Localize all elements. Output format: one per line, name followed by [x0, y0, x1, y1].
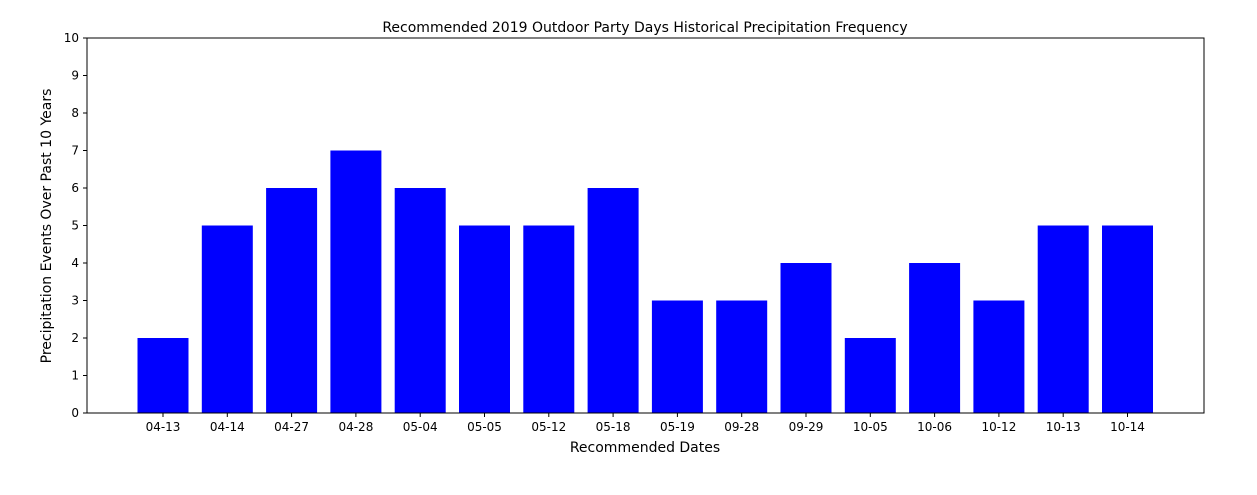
bar-04-13 — [137, 338, 189, 413]
x-tick-label: 05-04 — [403, 420, 438, 434]
y-tick-label: 6 — [71, 181, 79, 195]
y-tick-label: 10 — [64, 31, 79, 45]
bar-04-27 — [266, 188, 318, 413]
bar-09-29 — [780, 263, 832, 413]
x-tick-label: 10-13 — [1046, 420, 1081, 434]
bars-layer — [137, 150, 1153, 413]
bar-10-13 — [1037, 225, 1089, 413]
y-tick-label: 3 — [71, 294, 79, 308]
x-tick-label: 05-18 — [596, 420, 631, 434]
y-tick-label: 5 — [71, 219, 79, 233]
y-tick-label: 2 — [71, 331, 79, 345]
y-tick-label: 1 — [71, 369, 79, 383]
bar-05-04 — [394, 188, 446, 413]
x-tick-label: 09-29 — [789, 420, 824, 434]
bar-09-28 — [716, 300, 768, 413]
bar-05-19 — [651, 300, 703, 413]
plot-frame — [86, 37, 1205, 414]
x-tick-label: 09-28 — [724, 420, 759, 434]
bar-10-05 — [844, 338, 896, 413]
bar-04-14 — [201, 225, 253, 413]
x-tick-label: 04-13 — [146, 420, 181, 434]
bar-10-06 — [909, 263, 961, 413]
x-tick-label: 05-05 — [467, 420, 502, 434]
y-tick-label: 8 — [71, 106, 79, 120]
chart-title: Recommended 2019 Outdoor Party Days Hist… — [382, 20, 907, 36]
y-tick-label: 4 — [71, 256, 79, 270]
bar-05-12 — [523, 225, 575, 413]
x-axis-title: Recommended Dates — [570, 440, 720, 456]
x-tick-label: 10-06 — [917, 420, 952, 434]
bar-10-14 — [1102, 225, 1153, 413]
x-tick-label: 04-28 — [338, 420, 373, 434]
x-axis-ticks: 04-13 04-14 04-27 04-28 05-04 05-05 05-12 05-18… — [146, 413, 1145, 434]
bar-04-28 — [330, 150, 382, 413]
y-tick-label: 0 — [71, 406, 79, 420]
x-tick-label: 10-14 — [1110, 420, 1145, 434]
y-tick-label: 9 — [71, 69, 79, 83]
y-tick-label: 7 — [71, 144, 79, 158]
x-tick-label: 10-05 — [853, 420, 888, 434]
x-tick-label: 04-27 — [274, 420, 309, 434]
y-axis-title: Precipitation Events Over Past 10 Years — [39, 89, 55, 364]
bar-05-05 — [459, 225, 510, 413]
x-tick-label: 05-12 — [531, 420, 566, 434]
bar-05-18 — [587, 188, 639, 413]
y-axis-ticks: 0 1 2 3 4 5 6 7 8 9 10 — [64, 31, 87, 420]
x-tick-label: 05-19 — [660, 420, 695, 434]
x-tick-label: 04-14 — [210, 420, 245, 434]
bar-10-12 — [973, 300, 1025, 413]
x-tick-label: 10-12 — [981, 420, 1016, 434]
